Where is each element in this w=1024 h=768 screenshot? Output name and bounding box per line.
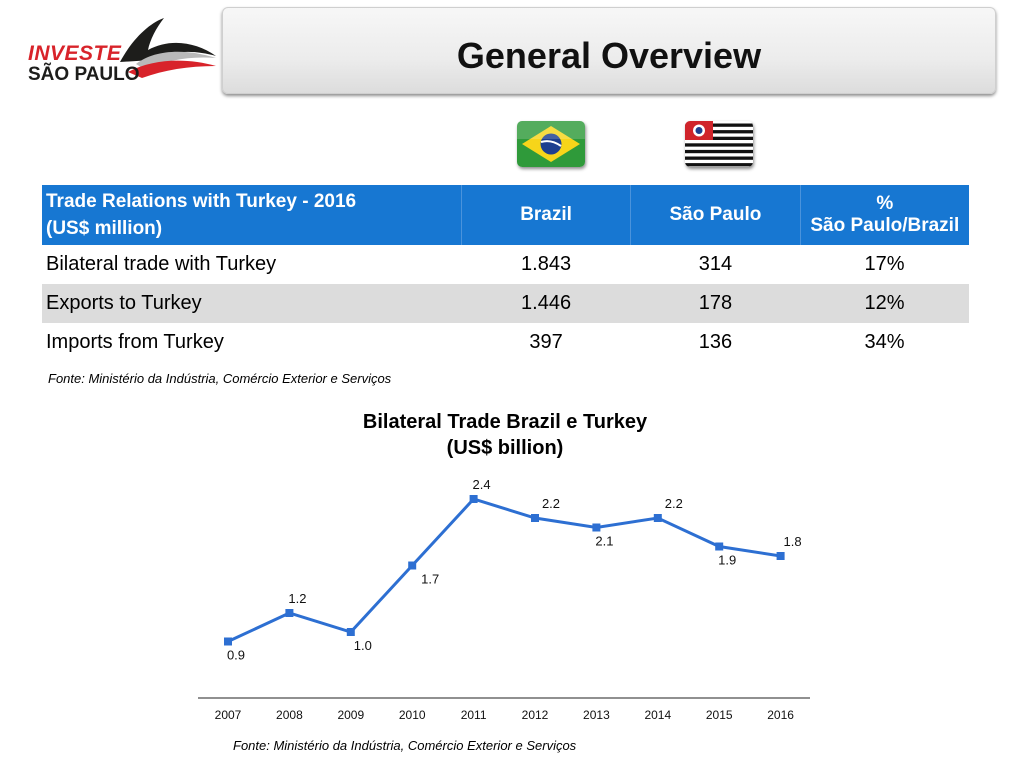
data-label: 1.0 — [354, 638, 372, 653]
brazil-flag-icon — [517, 121, 585, 167]
table-cell: Exports to Turkey — [42, 284, 462, 323]
data-label: 2.4 — [473, 477, 491, 492]
table-cell: 178 — [630, 284, 801, 323]
data-point — [408, 561, 417, 570]
x-tick-label: 2015 — [706, 708, 733, 722]
investe-sao-paulo-logo: INVESTE SÃO PAULO — [24, 16, 220, 86]
header-line: % — [876, 193, 894, 214]
header-line: São Paulo/Brazil — [810, 215, 960, 236]
chart-title: Bilateral Trade Brazil e Turkey — [362, 411, 648, 433]
data-point — [531, 514, 539, 522]
page-title: General Overview — [456, 35, 762, 76]
title-bar: General Overview — [222, 7, 996, 94]
data-label: 1.7 — [421, 572, 439, 587]
data-point — [653, 514, 662, 522]
data-point — [346, 628, 355, 636]
table-row: Exports to Turkey 1.446 178 12% — [42, 284, 969, 323]
table-header-brazil: Brazil — [461, 185, 632, 245]
x-tick-label: 2016 — [767, 708, 794, 722]
series-line — [227, 497, 781, 643]
x-tick-label: 2013 — [583, 708, 610, 722]
x-tick-label: 2014 — [644, 708, 671, 722]
table-cell: 34% — [864, 331, 905, 353]
x-tick-label: 2010 — [399, 708, 426, 722]
data-point — [285, 609, 294, 617]
table-cell: 17% — [864, 253, 905, 275]
data-label: 2.2 — [542, 496, 560, 511]
data-label: 2.2 — [665, 496, 683, 511]
data-point — [592, 523, 601, 532]
table-cell: 1.446 — [461, 284, 631, 323]
table-cell: 314 — [698, 253, 733, 275]
data-label: 0.9 — [227, 648, 245, 663]
table-cell: Imports from Turkey — [46, 331, 224, 353]
chart-source-note: Fonte: Ministério da Indústria, Comércio… — [233, 738, 577, 753]
header-line: Trade Relations with Turkey - 2016 — [46, 191, 357, 212]
data-point — [776, 552, 785, 560]
table-cell: 136 — [698, 331, 733, 353]
table-row: Imports from Turkey 397 136 34% — [42, 323, 969, 362]
x-tick-label: 2011 — [461, 708, 487, 722]
table-source-note: Fonte: Ministério da Indústria, Comércio… — [48, 371, 392, 386]
data-point — [715, 542, 724, 551]
x-tick-label: 2009 — [337, 708, 364, 722]
logo-text-investe: INVESTE — [28, 42, 122, 65]
trade-relations-table: Trade Relations with Turkey - 2016 (US$ … — [42, 185, 969, 362]
table-row: Bilateral trade with Turkey 1.843 314 17… — [42, 245, 969, 284]
table-header-sao-paulo: São Paulo — [630, 185, 801, 245]
data-label: 2.1 — [595, 534, 613, 549]
logo-text-sao-paulo: SÃO PAULO — [28, 64, 140, 85]
sao-paulo-flag-icon — [685, 121, 753, 167]
data-label: 1.8 — [784, 534, 802, 549]
logo-swoosh-icon — [120, 18, 216, 78]
table-header-description: Trade Relations with Turkey - 2016 (US$ … — [42, 185, 462, 245]
chart-subtitle: (US$ billion) — [446, 437, 564, 459]
table-cell: 1.843 — [521, 253, 572, 275]
line-chart: 0.9 1.2 1.0 1.7 2.4 2.2 2.1 2.2 1.9 1.8 2007 2008 20… — [198, 477, 810, 722]
data-label: 1.2 — [288, 591, 306, 606]
data-point — [224, 637, 232, 646]
table-cell: 12% — [800, 284, 969, 323]
x-tick-label: 2008 — [276, 708, 303, 722]
chart-title-block: Bilateral Trade Brazil e Turkey (US$ bil… — [0, 409, 1010, 461]
data-point — [469, 495, 478, 503]
table-header-percent: % São Paulo/Brazil — [800, 185, 969, 245]
table-header-row: Trade Relations with Turkey - 2016 (US$ … — [42, 185, 969, 245]
table-cell: Bilateral trade with Turkey — [46, 253, 277, 275]
x-tick-label: 2007 — [215, 708, 242, 722]
data-label: 1.9 — [718, 553, 736, 568]
header-line: (US$ million) — [46, 218, 163, 239]
table-cell: 397 — [529, 331, 563, 353]
x-tick-label: 2012 — [522, 708, 549, 722]
